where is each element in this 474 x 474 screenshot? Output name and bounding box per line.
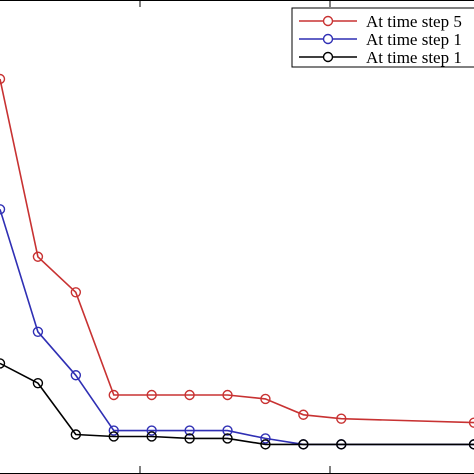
series-2 — [0, 204, 474, 450]
series-3-point — [298, 439, 309, 450]
series-2-line — [0, 209, 474, 446]
series-3-point — [146, 431, 157, 442]
series-1-point — [146, 389, 157, 401]
series-3-point — [32, 377, 44, 389]
series-2-point — [0, 204, 6, 215]
series-3-point — [468, 439, 474, 450]
series-1-point — [298, 409, 309, 420]
series-3-point — [108, 431, 119, 442]
series-1-line — [0, 78, 474, 424]
series-1-point — [336, 413, 347, 424]
legend-label: At time step 5 — [366, 12, 462, 31]
series-2-point — [32, 326, 44, 337]
series-3-point — [260, 439, 271, 450]
series-3-point — [336, 439, 347, 450]
legend-label: At time step 1 — [366, 30, 462, 49]
series-1-point — [32, 251, 44, 262]
series-3-point — [70, 429, 82, 440]
series-3-point — [184, 433, 195, 444]
series-2-point — [108, 425, 119, 436]
series-1-point — [222, 389, 233, 401]
legend-swatch-marker — [322, 15, 334, 27]
series-1-point — [468, 417, 474, 428]
series-1-point — [184, 389, 195, 401]
series-3-point — [222, 433, 233, 444]
legend-swatch-marker — [322, 33, 334, 45]
series-2-point — [260, 433, 271, 444]
series-1-point — [108, 389, 119, 401]
series-layer — [0, 73, 474, 450]
series-3-line — [0, 362, 474, 446]
series-2-point — [222, 425, 233, 436]
legend-swatch-marker — [322, 51, 334, 63]
series-3 — [0, 358, 474, 450]
series-2-point — [146, 425, 157, 436]
series-3-point — [0, 358, 6, 369]
series-1-point — [260, 393, 271, 405]
series-2-point — [184, 425, 195, 436]
legend: At time step 5At time step 1At time step… — [291, 7, 474, 68]
series-1-point — [70, 287, 82, 298]
series-1-point — [0, 73, 6, 85]
legend-label: At time step 1 — [366, 48, 462, 67]
series-2-point — [70, 370, 82, 381]
legend-items: At time step 5At time step 1At time step… — [299, 12, 462, 67]
series-1 — [0, 73, 474, 428]
